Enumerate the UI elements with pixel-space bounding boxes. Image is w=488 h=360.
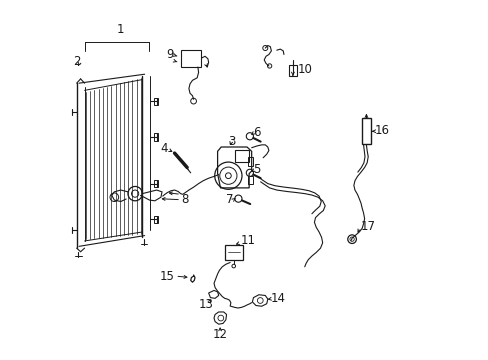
Text: 2: 2: [73, 55, 81, 68]
Text: 8: 8: [182, 193, 189, 206]
Text: 9: 9: [165, 48, 173, 61]
Text: 15: 15: [160, 270, 174, 283]
Bar: [224, 245, 242, 260]
Bar: [288, 65, 296, 76]
Text: 11: 11: [241, 234, 255, 247]
Bar: [180, 50, 201, 67]
Polygon shape: [252, 295, 267, 306]
Text: 6: 6: [253, 126, 261, 139]
Text: 5: 5: [253, 163, 260, 176]
Bar: [362, 118, 370, 144]
Polygon shape: [214, 312, 226, 324]
Bar: [234, 149, 249, 162]
Bar: [247, 176, 253, 184]
Text: 12: 12: [212, 328, 227, 341]
Polygon shape: [208, 291, 218, 298]
Bar: [247, 157, 253, 166]
Bar: [153, 98, 158, 105]
Text: 7: 7: [226, 193, 233, 206]
Bar: [153, 216, 158, 223]
Text: 1: 1: [117, 23, 124, 36]
Text: 10: 10: [297, 63, 312, 76]
Text: 14: 14: [270, 292, 285, 305]
Text: 16: 16: [373, 124, 388, 137]
Text: 17: 17: [360, 220, 375, 233]
Text: 4: 4: [160, 142, 167, 155]
Text: 3: 3: [228, 135, 235, 148]
Bar: [153, 134, 158, 140]
Text: 13: 13: [198, 298, 213, 311]
Bar: [153, 180, 158, 187]
Polygon shape: [217, 147, 251, 188]
